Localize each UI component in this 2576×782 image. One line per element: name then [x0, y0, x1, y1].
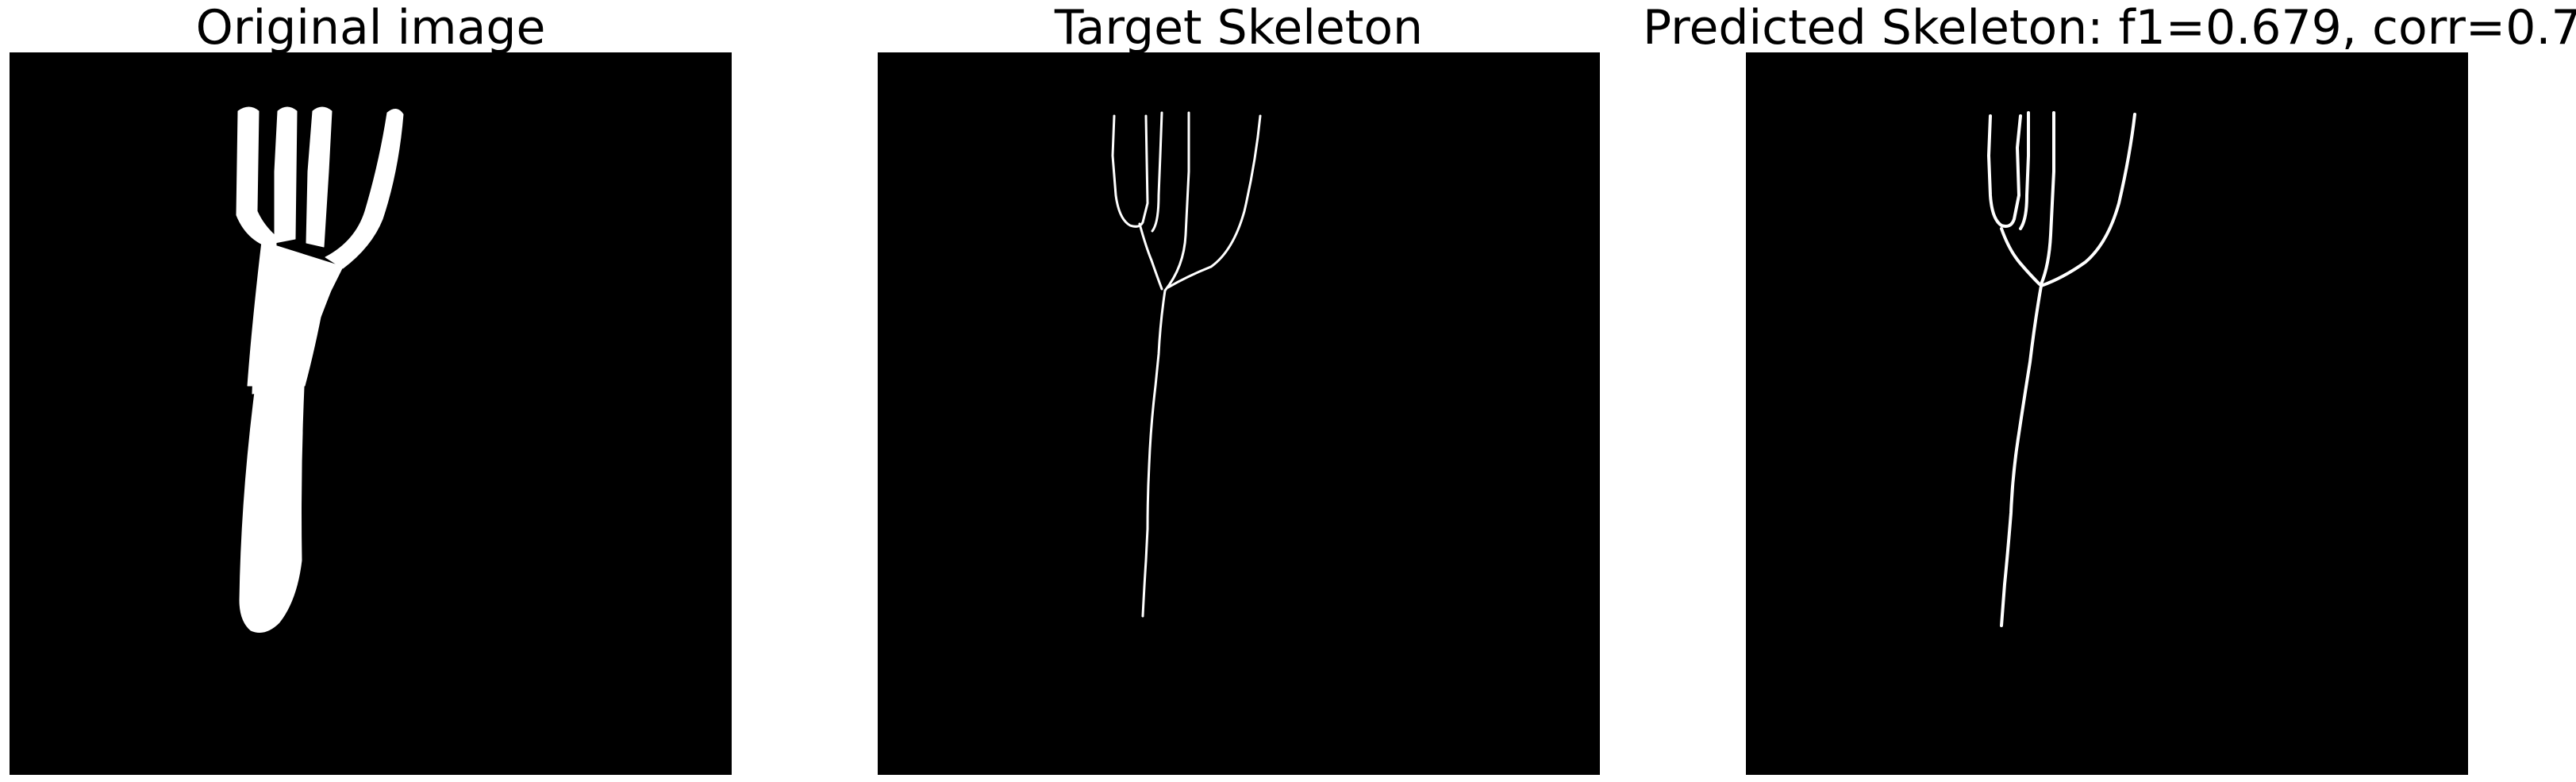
- panel-title-original: Original image: [195, 0, 546, 56]
- panel-title-predicted: Predicted Skeleton: f1=0.679, corr=0.715: [1643, 0, 2576, 56]
- predicted-skeleton-lines: [1746, 52, 2468, 775]
- image-predicted-skeleton: [1746, 52, 2468, 775]
- image-original: [10, 52, 732, 775]
- panel-title-target: Target Skeleton: [1054, 0, 1424, 56]
- image-target-skeleton: [878, 52, 1600, 775]
- target-skeleton-lines: [878, 52, 1600, 775]
- fork-silhouette: [10, 52, 732, 775]
